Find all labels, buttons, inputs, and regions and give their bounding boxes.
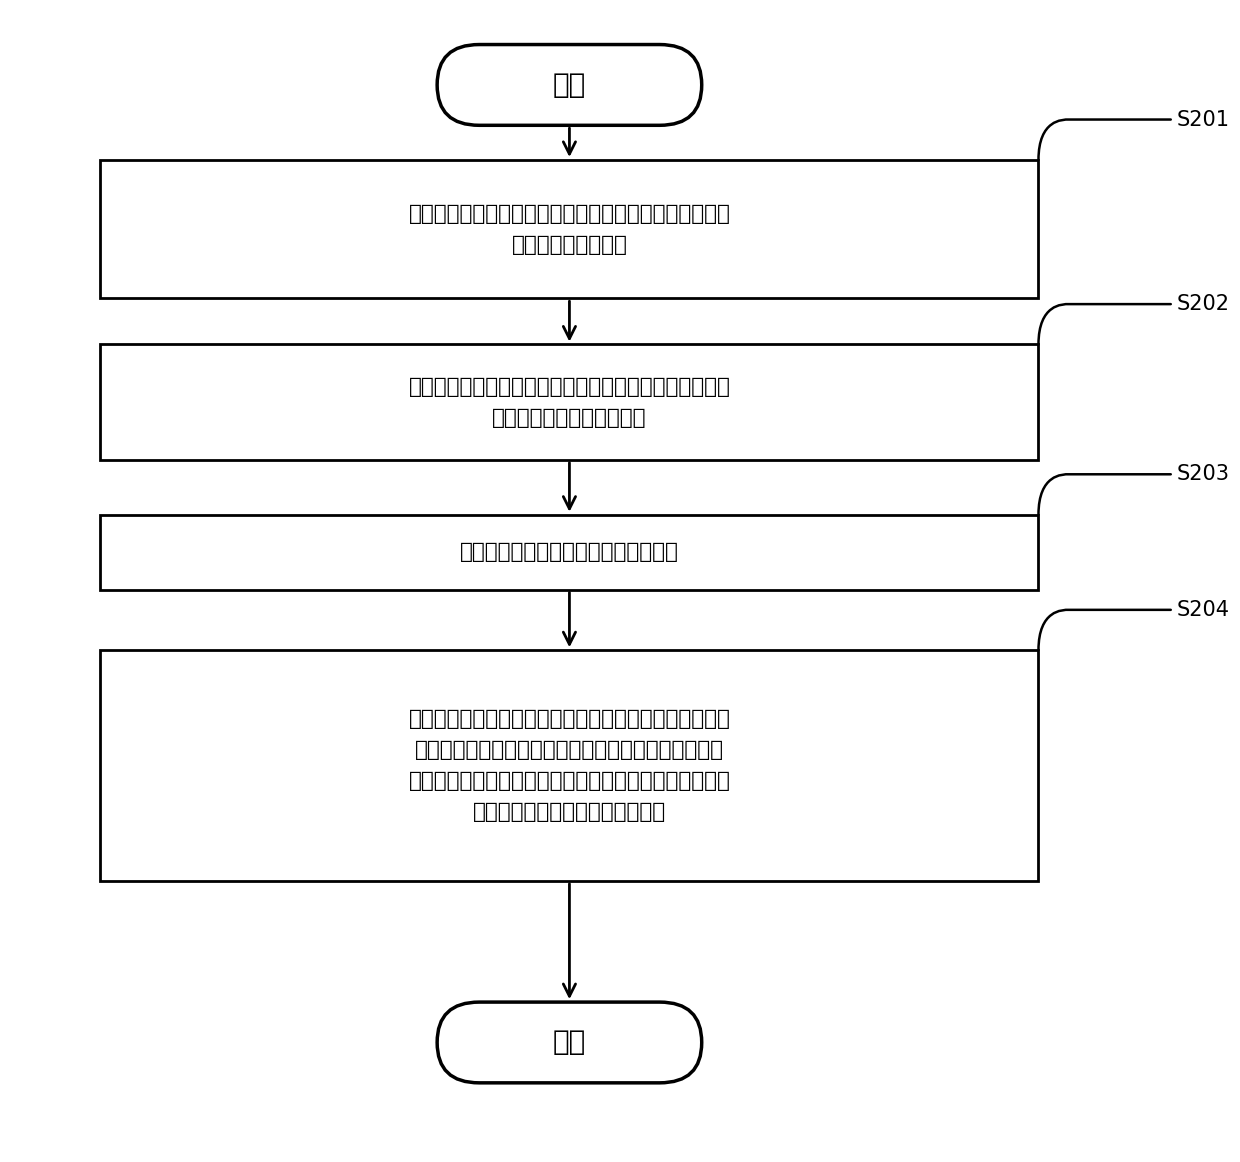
FancyBboxPatch shape xyxy=(100,344,1038,460)
FancyBboxPatch shape xyxy=(100,515,1038,589)
Text: 仅刷新与所述应用启动指令对应的应用: 仅刷新与所述应用启动指令对应的应用 xyxy=(460,543,678,562)
Text: 开始: 开始 xyxy=(553,71,587,99)
Text: S204: S204 xyxy=(1177,600,1230,619)
FancyBboxPatch shape xyxy=(438,44,702,125)
FancyBboxPatch shape xyxy=(100,160,1038,299)
Text: 运行主系统并启用第一屏幕以显示主系统的界面、以及在
主系统下运行的应用: 运行主系统并启用第一屏幕以显示主系统的界面、以及在 主系统下运行的应用 xyxy=(408,203,730,254)
Text: 检测移动终端的剩余电量是否小于第二预设门限；若是，
则获取用户的应用启动指令: 检测移动终端的剩余电量是否小于第二预设门限；若是， 则获取用户的应用启动指令 xyxy=(408,376,730,428)
FancyBboxPatch shape xyxy=(438,1002,702,1083)
Text: S201: S201 xyxy=(1177,109,1230,129)
Text: 检测移动终端的剩余电量是否小于第一预设门限；若是，
则停用主系统及第一屏幕、运行能耗低于主系统的副系
统、并启用能耗低于第一屏幕的第二屏幕以显示副系统的
界面、: 检测移动终端的剩余电量是否小于第一预设门限；若是， 则停用主系统及第一屏幕、运行… xyxy=(408,709,730,823)
Text: S202: S202 xyxy=(1177,294,1230,314)
Text: 结束: 结束 xyxy=(553,1028,587,1056)
Text: S203: S203 xyxy=(1177,465,1230,485)
FancyBboxPatch shape xyxy=(100,651,1038,881)
